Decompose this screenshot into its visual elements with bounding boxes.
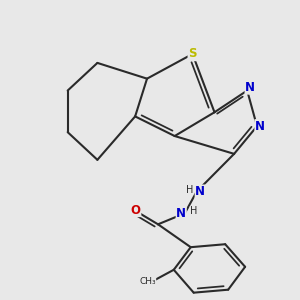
Text: H: H	[185, 184, 193, 194]
Text: N: N	[255, 120, 265, 133]
Text: N: N	[195, 185, 205, 198]
Text: O: O	[131, 203, 141, 217]
Text: N: N	[176, 207, 186, 220]
Text: S: S	[188, 47, 197, 61]
Text: H: H	[190, 206, 197, 216]
Text: CH₃: CH₃	[139, 277, 156, 286]
Text: N: N	[245, 81, 255, 94]
